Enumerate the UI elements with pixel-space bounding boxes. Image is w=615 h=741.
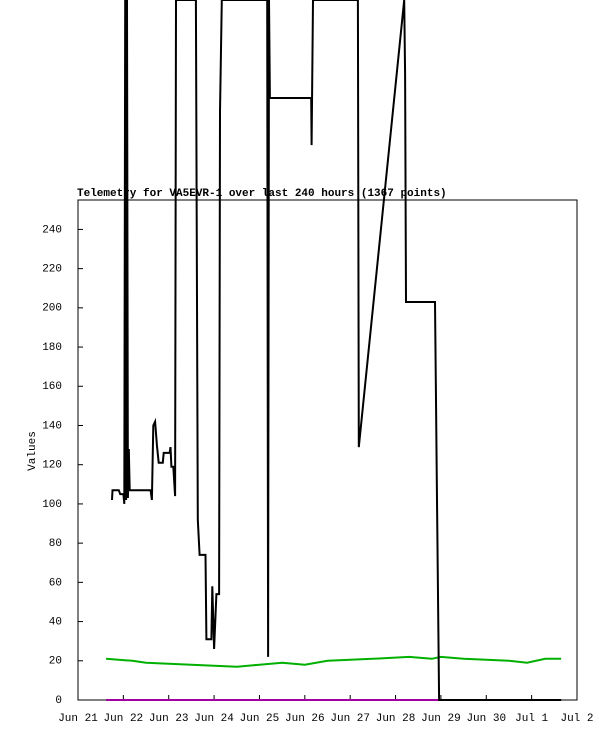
x-tick-label: Jun 30 [466,713,506,725]
y-tick-label: 180 [42,342,62,354]
x-tick-label: Jun 23 [149,713,189,725]
x-tick-label: Jun 21 [58,713,98,725]
x-tick-label: Jun 28 [376,713,416,725]
x-tick-label: Jun 25 [240,713,280,725]
series-line [106,655,562,668]
y-axis-label: Values [27,431,39,471]
x-tick-label: Jun 26 [285,713,325,725]
x-tick-label: Jun 22 [104,713,144,725]
y-tick-label: 160 [42,381,62,393]
y-tick-label: 80 [49,538,62,550]
y-tick-label: 20 [49,656,62,668]
y-tick-label: 120 [42,460,62,472]
series-line [111,0,562,701]
chart-title: Telemetry for VA5EVR-1 over last 240 hou… [77,188,447,200]
y-tick-label: 240 [42,224,62,236]
y-tick-label: 140 [42,420,62,432]
y-tick-label: 40 [49,616,62,628]
y-tick-label: 100 [42,499,62,511]
x-tick-label: Jun 29 [421,713,461,725]
y-tick-label: 200 [42,303,62,315]
x-tick-label: Jun 27 [330,713,370,725]
x-tick-label: Jul 1 [515,713,548,725]
x-tick-label: Jun 24 [194,713,234,725]
x-tick-label: Jul 2 [560,713,593,725]
y-tick-label: 0 [55,695,62,707]
y-tick-label: 220 [42,264,62,276]
y-tick-label: 60 [49,577,62,589]
